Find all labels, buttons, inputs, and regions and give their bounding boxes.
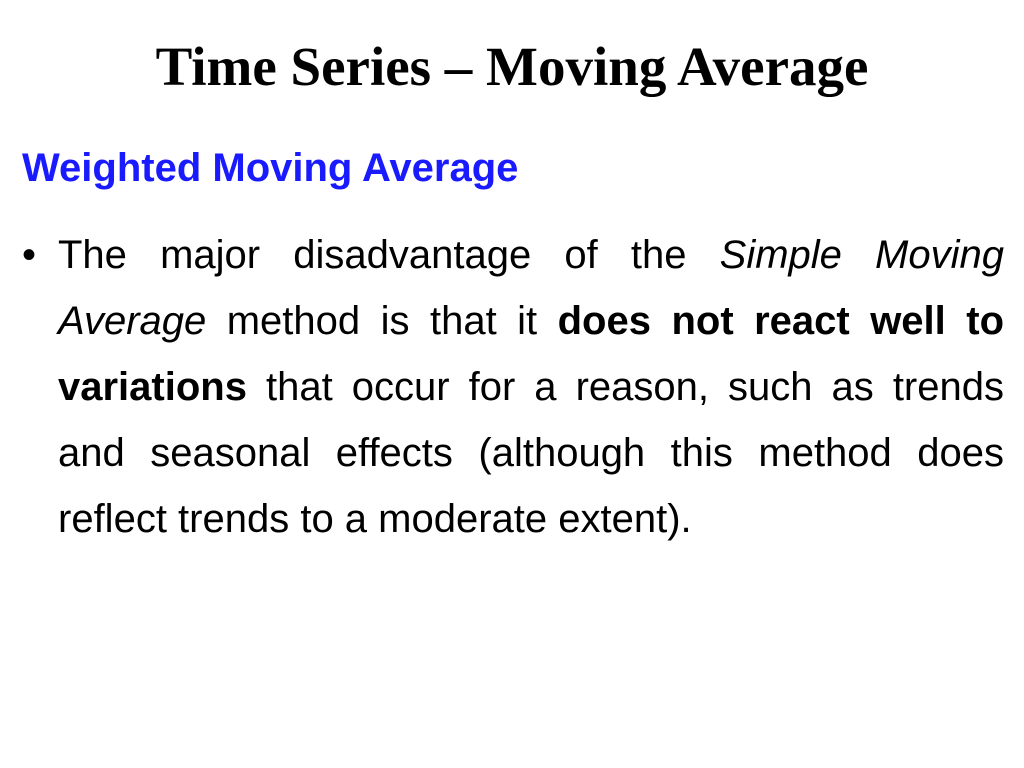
bullet-text-part: that occur for a reason, such as trends … [58,365,1004,541]
bullet-text-bold: does not react well to variations [58,299,1004,409]
bullet-text: The major disadvantage of the Simple Mov… [58,222,1004,552]
bullet-text-part: method is that it [206,299,558,343]
slide-title: Time Series – Moving Average [155,36,869,97]
section-heading: Weighted Moving Average [22,146,519,190]
bullet-text-part: The major disadvantage of the [58,233,720,277]
bullet-text-italic: Simple Moving Average [58,233,1005,343]
bullet-icon: • [22,233,37,277]
bullet-item: • The major disadvantage of the Simple M… [22,222,1004,552]
